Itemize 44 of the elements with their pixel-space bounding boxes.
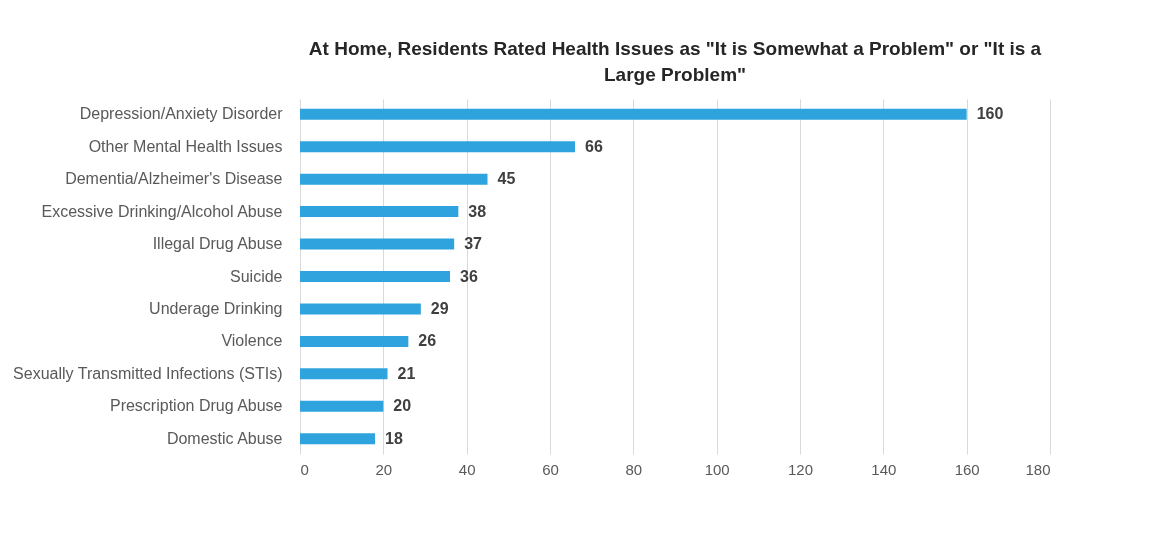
- x-tick-label: 160: [954, 460, 980, 478]
- data-label: 38: [468, 202, 487, 220]
- data-label: 29: [430, 299, 449, 317]
- bar: [300, 238, 455, 250]
- data-label: 66: [585, 137, 603, 155]
- bar: [300, 141, 575, 153]
- y-tick-label: Violence: [221, 332, 283, 350]
- y-tick-label: Depression/Anxiety Disorder: [79, 105, 284, 123]
- x-tick-label: 0: [300, 460, 309, 478]
- data-label: 21: [397, 364, 416, 382]
- y-tick-label: Domestic Abuse: [166, 429, 283, 447]
- y-tick-label: Other Mental Health Issues: [88, 137, 283, 155]
- bar: [300, 108, 967, 120]
- data-label: 160: [976, 105, 1004, 123]
- data-label: 26: [418, 332, 437, 350]
- data-label: 37: [464, 235, 483, 253]
- y-tick-label: Suicide: [230, 267, 283, 285]
- bar: [300, 270, 450, 283]
- x-tick-label: 60: [542, 460, 559, 478]
- data-label: 20: [393, 397, 412, 415]
- bar: [300, 206, 459, 218]
- bar: [300, 173, 488, 185]
- y-tick-label: Sexually Transmitted Infections (STIs): [13, 364, 283, 382]
- y-tick-label: Dementia/Alzheimer's Disease: [65, 170, 283, 188]
- x-tick-label: 80: [625, 460, 643, 478]
- x-tick-label: 140: [871, 460, 897, 478]
- data-label: 18: [385, 429, 403, 447]
- x-tick-label: 100: [704, 460, 730, 478]
- x-tick-label: 20: [375, 460, 393, 478]
- y-tick-label: Underage Drinking: [149, 299, 283, 317]
- bar: [300, 368, 388, 380]
- data-label: 45: [497, 170, 516, 188]
- bar: [300, 335, 409, 347]
- x-tick-label: 180: [1025, 460, 1051, 478]
- data-label: 36: [460, 267, 478, 285]
- y-tick-label: Illegal Drug Abuse: [152, 235, 283, 253]
- bar: [300, 400, 384, 412]
- x-tick-label: 40: [458, 460, 476, 478]
- x-tick-label: 120: [787, 460, 814, 478]
- chart-title: At Home, Residents Rated Health Issues as "It is Somewhat a Problem" or "It is a Large Problem": [308, 38, 1042, 85]
- bar: [300, 303, 421, 315]
- y-tick-label: Excessive Drinking/Alcohol Abuse: [41, 202, 283, 220]
- bar: [300, 433, 375, 445]
- y-tick-label: Prescription Drug Abuse: [109, 397, 283, 415]
